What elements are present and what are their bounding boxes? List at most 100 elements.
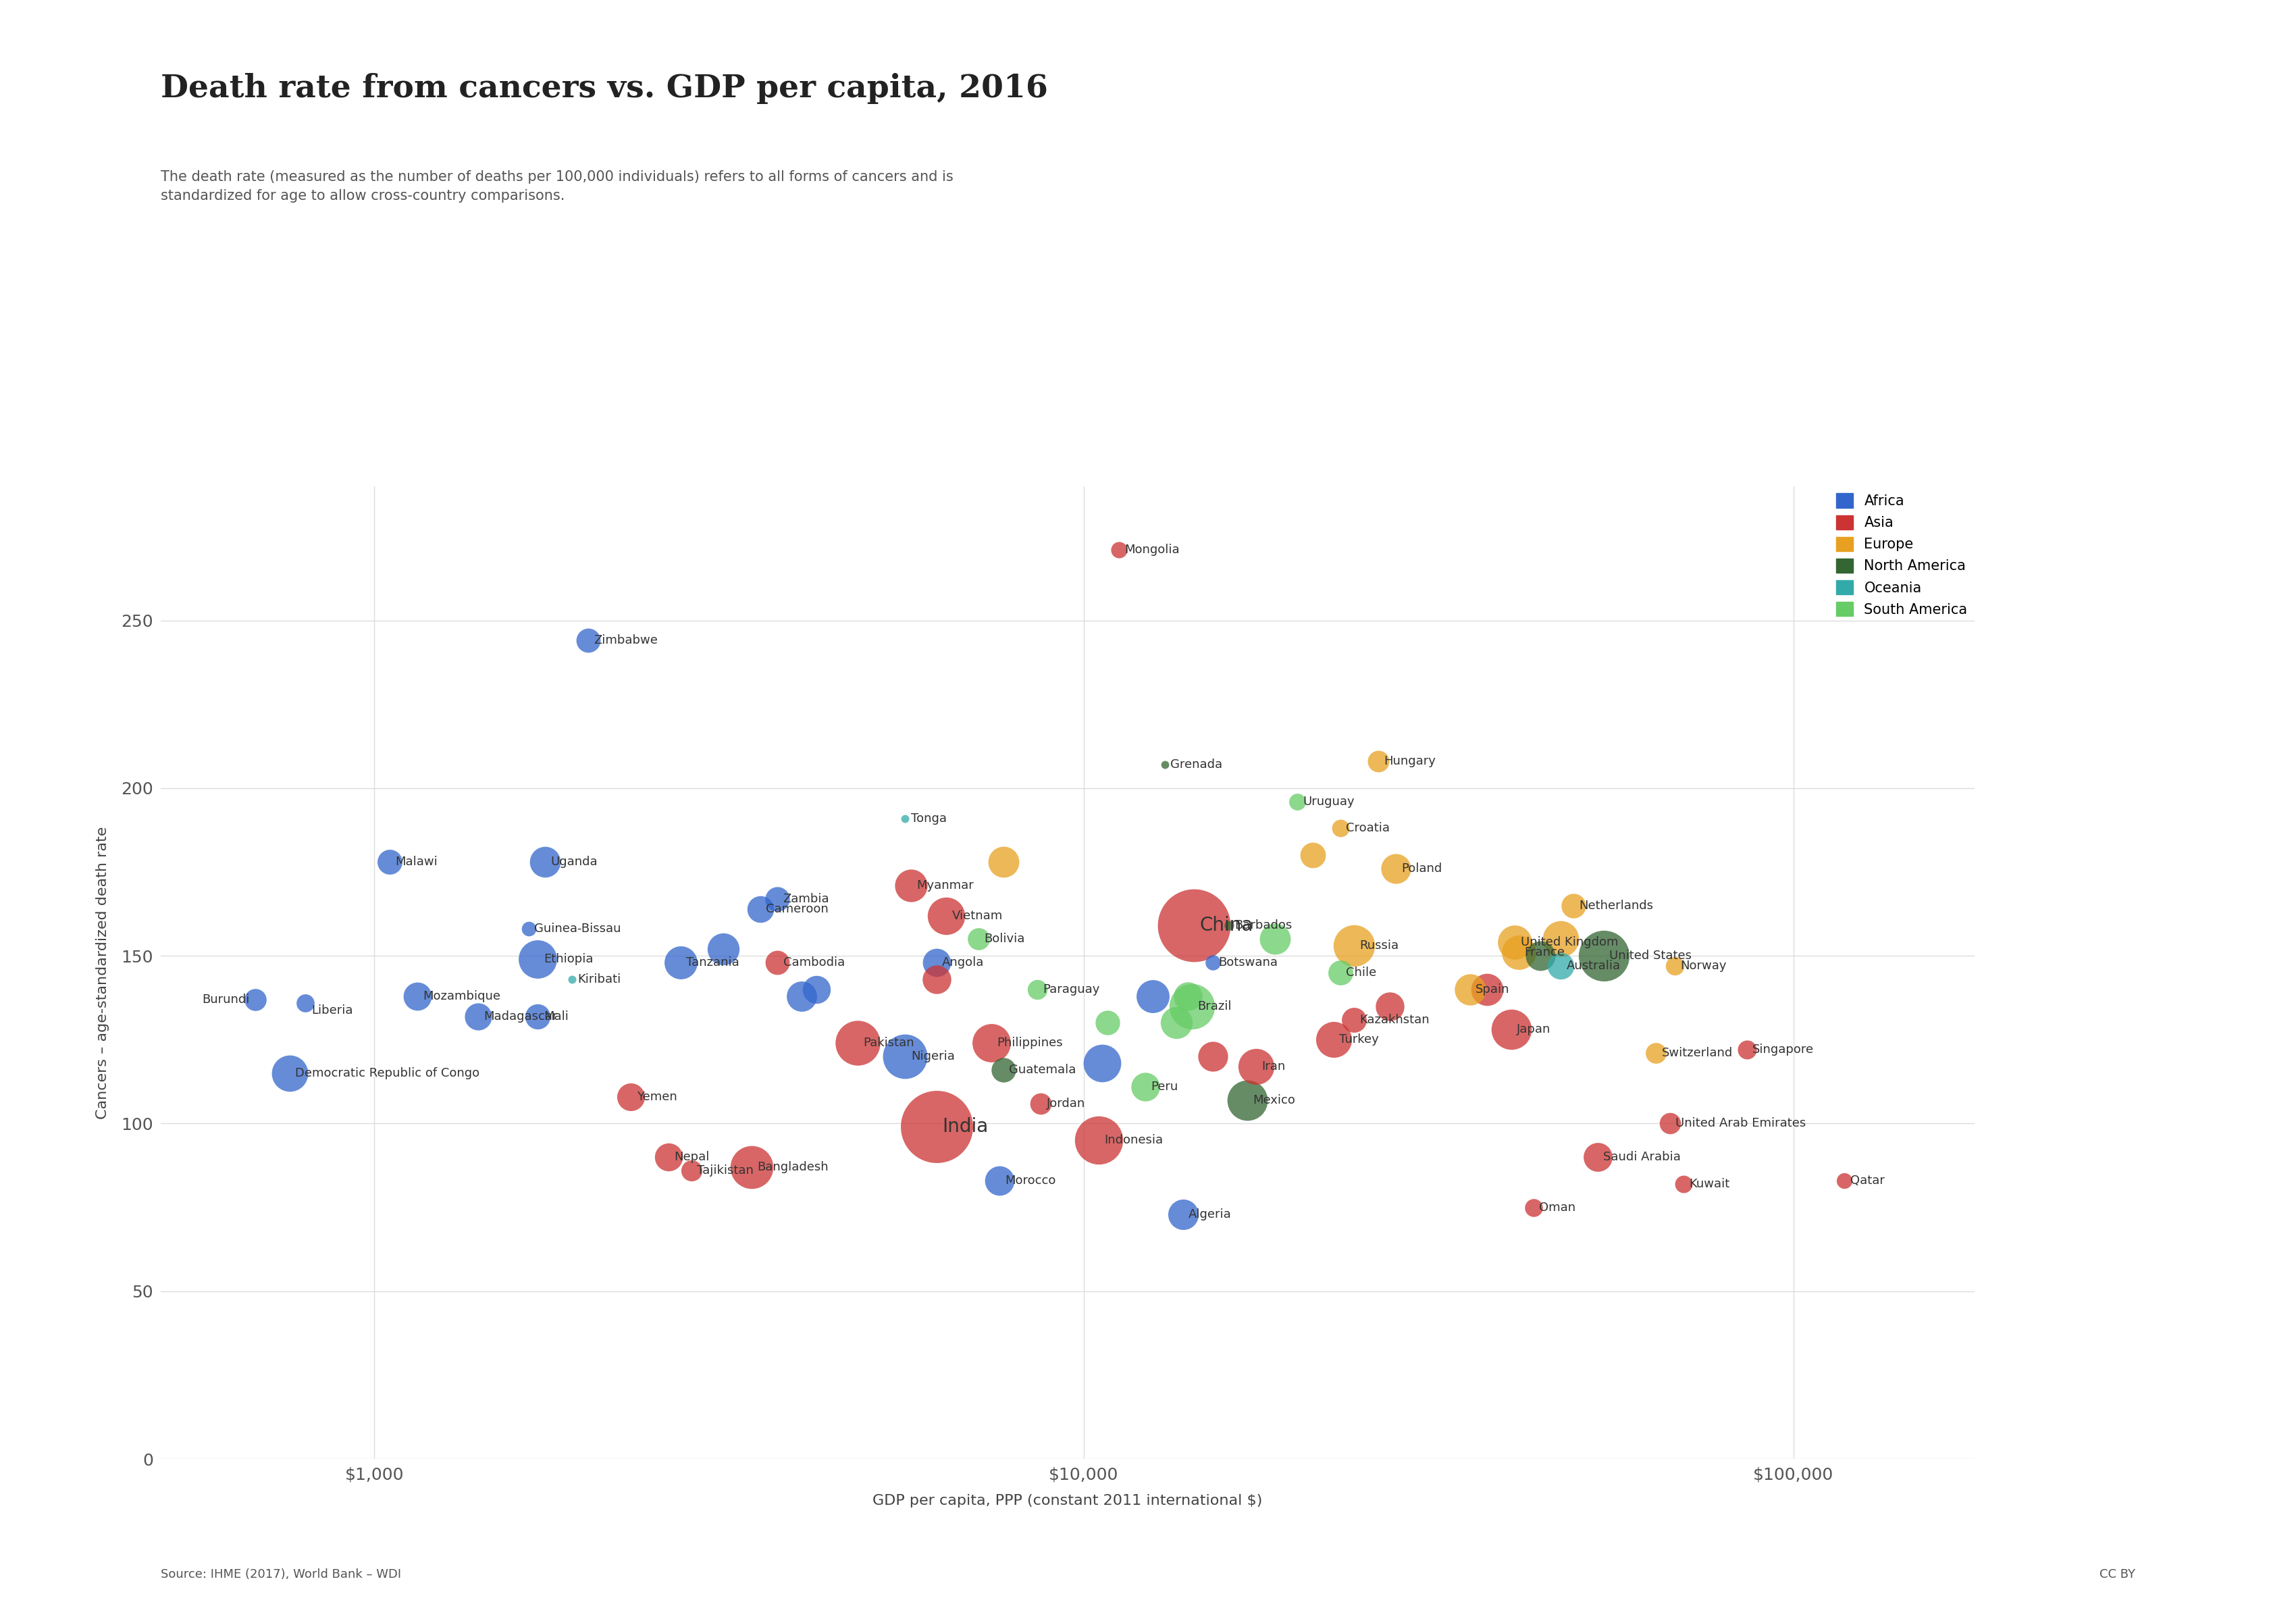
Text: Nepal: Nepal (675, 1151, 709, 1164)
Point (236, 987, 273, 1013)
Point (650, 1144, 687, 1170)
Point (1238, 1054, 1274, 1080)
Text: Switzerland: Switzerland (1662, 1047, 1733, 1059)
Text: Pakistan: Pakistan (863, 1037, 914, 1049)
Point (1194, 1044, 1231, 1070)
Point (928, 903, 964, 929)
Point (974, 1029, 1010, 1055)
Point (1515, 1195, 1552, 1221)
Point (1584, 943, 1621, 969)
Point (760, 950, 797, 976)
Point (673, 1157, 709, 1183)
Text: United States: United States (1609, 950, 1692, 961)
Text: Uganda: Uganda (551, 856, 597, 867)
Text: Qatar: Qatar (1851, 1175, 1885, 1187)
Text: Tonga: Tonga (912, 812, 946, 825)
Point (1469, 976, 1506, 1002)
Point (1279, 788, 1316, 814)
Point (985, 849, 1022, 875)
Point (886, 806, 923, 832)
Text: Kuwait: Kuwait (1690, 1178, 1729, 1190)
Text: Kazakhstan: Kazakhstan (1359, 1013, 1428, 1026)
Point (1194, 950, 1231, 976)
Text: Guinea-Bissau: Guinea-Bissau (535, 922, 620, 935)
Point (742, 896, 778, 922)
Point (1371, 994, 1407, 1020)
Point (1543, 953, 1580, 979)
Point (1228, 1088, 1265, 1114)
Point (1176, 913, 1212, 939)
Point (1084, 1050, 1120, 1076)
Text: Tajikistan: Tajikistan (698, 1164, 753, 1177)
Y-axis label: Cancers – age-standardized death rate: Cancers – age-standardized death rate (96, 827, 110, 1118)
Text: Netherlands: Netherlands (1580, 900, 1653, 911)
Point (1655, 953, 1692, 979)
Point (918, 1114, 955, 1140)
Point (1210, 913, 1247, 939)
Point (1651, 1110, 1688, 1136)
Point (799, 976, 836, 1002)
Point (1497, 929, 1534, 955)
Text: Democratic Republic of Congo: Democratic Republic of Congo (296, 1067, 480, 1080)
Text: Australia: Australia (1566, 960, 1621, 973)
Text: Barbados: Barbados (1235, 919, 1293, 932)
Text: Bolivia: Bolivia (985, 934, 1024, 945)
Point (1322, 815, 1359, 841)
Point (400, 982, 436, 1008)
Point (1322, 960, 1359, 986)
Text: Botswana: Botswana (1219, 956, 1279, 969)
Text: Grenada: Grenada (1171, 759, 1221, 770)
Text: in Data: in Data (2103, 128, 2161, 141)
Text: Ethiopia: Ethiopia (544, 953, 592, 964)
Text: China: China (1201, 916, 1254, 935)
Point (526, 849, 563, 875)
Point (1543, 926, 1580, 952)
Point (372, 849, 409, 875)
Point (1256, 926, 1293, 952)
Text: India: India (941, 1117, 987, 1136)
Text: Mali: Mali (544, 1010, 569, 1023)
Text: Source: IHME (2017), World Bank – WDI: Source: IHME (2017), World Bank – WDI (161, 1569, 402, 1580)
Text: Peru: Peru (1150, 1081, 1178, 1093)
Text: Guatemala: Guatemala (1008, 1063, 1077, 1076)
Point (519, 947, 556, 973)
Text: Mozambique: Mozambique (422, 990, 501, 1002)
Point (569, 627, 606, 653)
Text: Our World: Our World (2092, 62, 2172, 75)
Text: Mongolia: Mongolia (1125, 545, 1180, 556)
Text: Norway: Norway (1681, 960, 1727, 973)
Point (1522, 943, 1559, 969)
Point (1295, 843, 1332, 869)
Point (783, 982, 820, 1008)
Text: Liberia: Liberia (312, 1005, 354, 1016)
Point (1554, 893, 1591, 919)
Point (886, 1044, 923, 1070)
Text: Iran: Iran (1263, 1060, 1286, 1073)
Text: Myanmar: Myanmar (916, 879, 974, 892)
Point (1492, 1016, 1529, 1042)
Text: Jordan: Jordan (1047, 1097, 1086, 1109)
Legend: Africa, Asia, Europe, North America, Oceania, South America: Africa, Asia, Europe, North America, Oce… (1837, 493, 1968, 616)
Point (1580, 1144, 1616, 1170)
Point (1164, 1201, 1201, 1227)
Text: The death rate (measured as the number of deaths per 100,000 individuals) refers: The death rate (measured as the number o… (161, 170, 953, 203)
Point (1316, 1026, 1352, 1052)
Point (1729, 1037, 1766, 1063)
Point (732, 1154, 769, 1180)
Point (271, 1060, 308, 1086)
Text: Indonesia: Indonesia (1104, 1135, 1164, 1146)
X-axis label: GDP per capita, PPP (constant 2011 international $): GDP per capita, PPP (constant 2011 inter… (872, 1495, 1263, 1508)
Point (985, 1057, 1022, 1083)
Text: Algeria: Algeria (1189, 1208, 1231, 1221)
Point (840, 1029, 877, 1055)
Point (1100, 537, 1137, 562)
Point (1336, 932, 1373, 958)
Point (1127, 1073, 1164, 1099)
Text: Tanzania: Tanzania (687, 956, 739, 969)
Text: Morocco: Morocco (1006, 1175, 1056, 1187)
Point (1499, 940, 1536, 966)
Text: Saudi Arabia: Saudi Arabia (1603, 1151, 1681, 1164)
Point (760, 885, 797, 911)
Text: Cameroon: Cameroon (767, 903, 829, 914)
Point (1665, 1170, 1701, 1196)
